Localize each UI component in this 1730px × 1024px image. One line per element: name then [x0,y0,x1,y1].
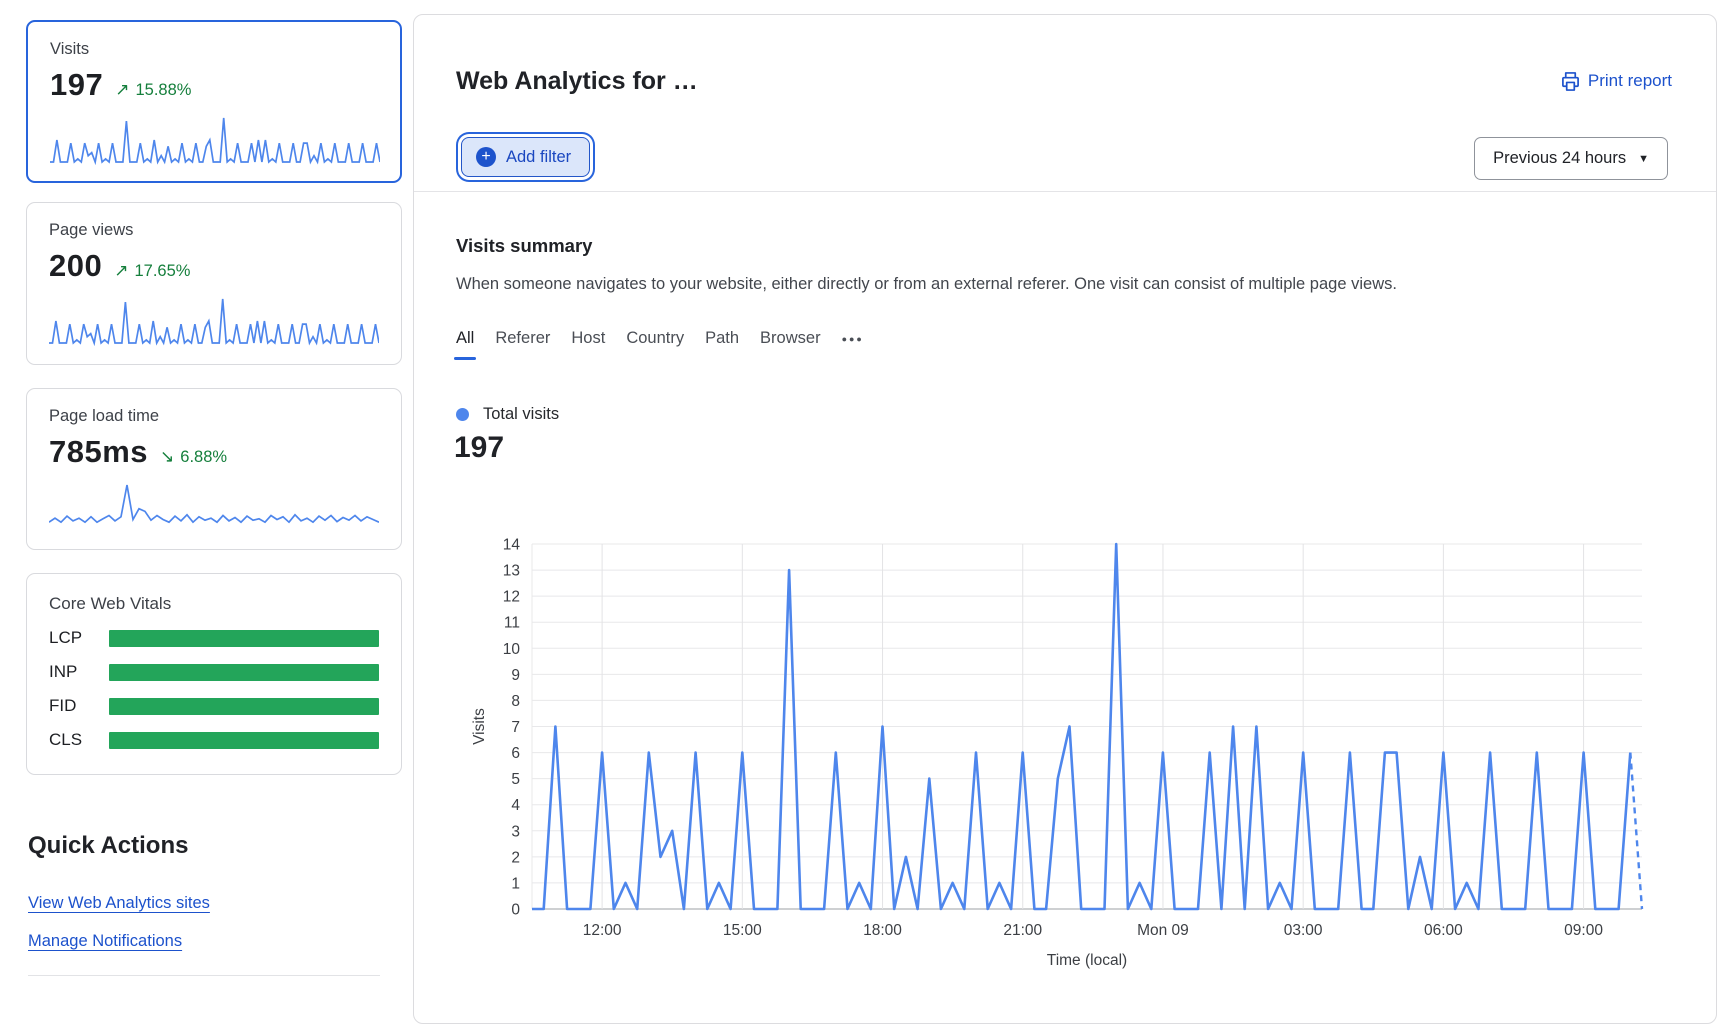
core-web-vitals-title: Core Web Vitals [49,594,172,613]
divider [28,975,380,976]
divider [414,191,1716,192]
visits-summary-description: When someone navigates to your website, … [456,275,1397,293]
trend-badge: ↘ 6.88% [160,447,227,467]
svg-text:15:00: 15:00 [723,922,762,939]
metric-card-page-views[interactable]: Page views 200 ↗ 17.65% [26,202,402,365]
page-title: Web Analytics for … [456,67,698,95]
total-visits-value: 197 [454,431,505,464]
trend-value: 15.88% [135,81,192,99]
svg-text:Visits: Visits [471,708,488,745]
svg-text:0: 0 [511,902,520,919]
time-range-value: Previous 24 hours [1493,149,1627,167]
trend-value: 6.88% [180,448,228,466]
svg-text:Time (local): Time (local) [1047,952,1127,969]
svg-text:6: 6 [511,745,520,762]
manage-notifications-link[interactable]: Manage Notifications [28,932,183,950]
cwv-bar-good [109,697,379,715]
svg-text:5: 5 [511,771,520,788]
cwv-label: INP [49,662,78,681]
svg-text:2: 2 [511,849,520,866]
core-web-vitals-card: Core Web Vitals LCP INP FID CLS [26,573,402,775]
cwv-bar-good [109,731,379,749]
card-value: 197 [50,67,104,102]
add-filter-label: Add filter [506,147,572,166]
chevron-down-icon: ▼ [1638,152,1649,165]
tab-path[interactable]: Path [705,329,740,347]
svg-text:1: 1 [511,875,520,892]
cwv-row-cls: CLS [49,730,379,750]
tab-all[interactable]: All [453,329,477,360]
quick-actions-title: Quick Actions [28,832,189,859]
cwv-row-fid: FID [49,696,379,716]
legend-dot-icon [456,408,469,421]
svg-text:21:00: 21:00 [1003,922,1042,939]
svg-text:12:00: 12:00 [583,922,622,939]
page-views-sparkline [49,298,379,346]
svg-text:3: 3 [511,823,520,840]
card-label: Visits [50,40,90,58]
cwv-label: FID [49,696,77,715]
svg-text:13: 13 [503,563,520,580]
chart-legend: Total visits [456,405,559,424]
svg-text:09:00: 09:00 [1564,922,1603,939]
cwv-label: CLS [49,730,83,749]
cwv-bar-good [109,663,379,681]
svg-text:10: 10 [503,641,521,658]
svg-text:12: 12 [503,589,520,606]
svg-text:4: 4 [511,797,520,814]
trend-value: 17.65% [134,262,191,280]
visits-summary-title: Visits summary [456,235,593,256]
dimension-tabs: All Referer Host Country Path Browser ●●● [453,329,864,360]
plus-icon: + [476,147,496,167]
metric-card-page-load-time[interactable]: Page load time 785ms ↘ 6.88% [26,388,402,550]
svg-text:Mon 09: Mon 09 [1137,922,1189,939]
svg-text:9: 9 [511,667,520,684]
cwv-row-inp: INP [49,662,379,682]
printer-icon [1561,71,1579,91]
cwv-row-lcp: LCP [49,628,379,648]
time-range-dropdown[interactable]: Previous 24 hours ▼ [1474,137,1668,180]
cwv-bar-good [109,629,379,647]
page-load-sparkline [49,484,379,524]
cwv-label: LCP [49,628,83,647]
card-label: Page views [49,221,134,239]
print-report-button[interactable]: Print report [1561,71,1672,91]
svg-text:06:00: 06:00 [1424,922,1463,939]
svg-text:18:00: 18:00 [863,922,902,939]
card-label: Page load time [49,407,160,425]
trend-up-icon: ↗ [114,261,129,280]
tab-browser[interactable]: Browser [760,329,821,347]
trend-up-icon: ↗ [115,80,130,99]
tab-more-button[interactable]: ●●● [841,333,864,344]
visits-sparkline [50,117,380,165]
svg-text:7: 7 [511,719,520,736]
svg-text:11: 11 [504,615,520,632]
trend-down-icon: ↘ [160,447,175,466]
trend-badge: ↗ 15.88% [115,80,191,100]
tab-country[interactable]: Country [626,329,685,347]
visits-chart: 0 1 2 3 4 5 6 7 8 9 10 11 12 13 14 12:00 15:00 18:00 21:00… [454,481,1716,1001]
trend-badge: ↗ 17.65% [114,261,190,281]
svg-text:03:00: 03:00 [1284,922,1323,939]
tab-host[interactable]: Host [571,329,606,347]
print-report-label: Print report [1587,71,1672,90]
card-value: 785ms [49,434,149,469]
svg-text:14: 14 [503,537,521,554]
web-analytics-panel: Web Analytics for … Print report + Add f… [413,14,1717,1024]
tab-referer[interactable]: Referer [495,329,551,347]
add-filter-button[interactable]: + Add filter [461,137,591,177]
metric-card-visits[interactable]: Visits 197 ↗ 15.88% [26,20,402,183]
card-value: 200 [49,248,103,283]
legend-label: Total visits [483,405,560,423]
svg-text:8: 8 [511,693,520,710]
view-web-analytics-sites-link[interactable]: View Web Analytics sites [28,894,210,912]
